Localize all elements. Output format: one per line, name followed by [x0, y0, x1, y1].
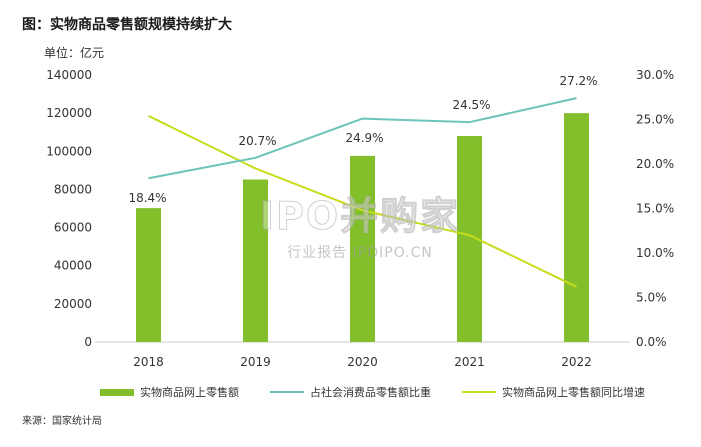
left-axis-tick-label: 20000: [54, 297, 92, 311]
legend-label-growth: 实物商品网上零售额同比增速: [502, 386, 645, 399]
right-axis-tick-label: 0.0%: [636, 335, 667, 349]
left-axis-tick-label: 120000: [46, 106, 92, 120]
legend-swatch-growth: [462, 391, 496, 393]
data-label: 24.9%: [345, 131, 383, 145]
right-axis-tick-label: 10.0%: [636, 246, 674, 260]
data-label: 24.5%: [452, 98, 490, 112]
right-axis-tick-label: 15.0%: [636, 202, 674, 216]
legend: 实物商品网上零售额 占社会消费品零售额比重 实物商品网上零售额同比增速: [0, 384, 701, 400]
data-label: 20.7%: [238, 134, 276, 148]
left-axis-tick-label: 80000: [54, 182, 92, 196]
source-note: 来源：国家统计局: [22, 416, 102, 427]
legend-item-growth: 实物商品网上零售额同比增速: [462, 384, 645, 400]
x-axis-tick-label: 2022: [561, 355, 592, 369]
x-axis-tick-label: 2021: [454, 355, 485, 369]
x-axis-tick-label: 2019: [240, 355, 271, 369]
unit-label: 单位：亿元: [44, 46, 105, 60]
legend-item-bar: 实物商品网上零售额: [100, 384, 239, 400]
bar: [350, 155, 375, 342]
right-axis-tick-label: 20.0%: [636, 157, 674, 171]
left-axis-tick-label: 40000: [54, 259, 92, 273]
bar: [564, 113, 589, 343]
page-title: 图：实物商品零售额规模持续扩大: [22, 17, 232, 33]
left-axis-tick-label: 0: [84, 335, 92, 349]
legend-label-share: 占社会消费品零售额比重: [310, 386, 431, 399]
right-axis-tick-label: 30.0%: [636, 68, 674, 82]
right-axis-tick-label: 5.0%: [636, 291, 667, 305]
x-axis-tick-label: 2020: [347, 355, 378, 369]
bar: [136, 208, 161, 342]
data-label: 18.4%: [128, 191, 166, 205]
legend-swatch-share: [270, 391, 304, 393]
x-axis-tick-label: 2018: [133, 355, 164, 369]
legend-item-share: 占社会消费品零售额比重: [270, 384, 431, 400]
right-axis-tick-label: 25.0%: [636, 113, 674, 127]
left-axis-tick-label: 140000: [46, 68, 92, 82]
bar: [243, 179, 268, 342]
growth-line: [148, 115, 577, 288]
left-axis-tick-label: 100000: [46, 144, 92, 158]
left-axis-tick-label: 60000: [54, 221, 92, 235]
share-line: [148, 97, 577, 180]
data-label: 27.2%: [559, 74, 597, 88]
legend-swatch-bar: [100, 388, 134, 396]
legend-label-bar: 实物商品网上零售额: [140, 386, 239, 399]
